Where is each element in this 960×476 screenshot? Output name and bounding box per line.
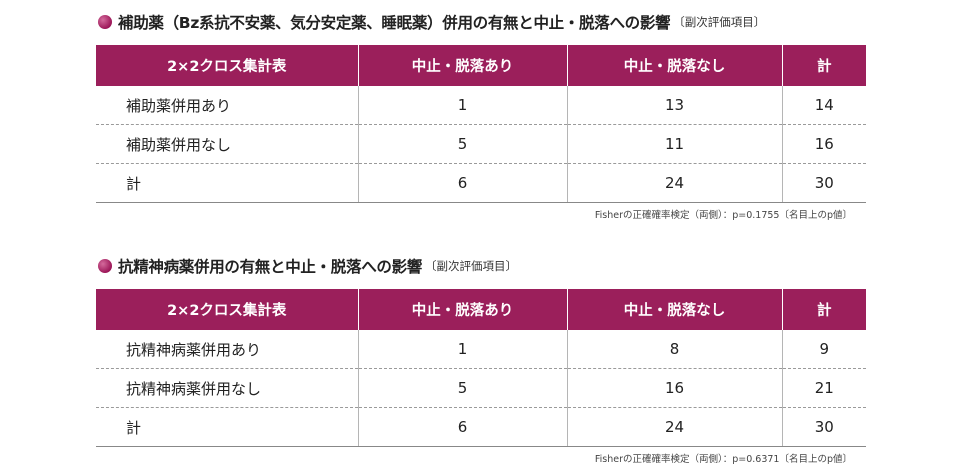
table-row: 抗精神病薬併用あり 1 8 9 [96,330,866,369]
row-label: 補助薬併用なし [96,124,358,164]
table-header-row: 2×2クロス集計表 中止・脱落あり 中止・脱落なし 計 [96,45,866,86]
section-heading: 抗精神病薬併用の有無と中止・脱落への影響 〔副次評価項目〕 [98,254,517,278]
row-label: 補助薬併用あり [126,96,232,115]
table-cell: 24 [566,407,782,447]
table-cell: 30 [781,163,866,203]
section-subtitle: 〔副次評価項目〕 [425,259,518,273]
table-header-row: 2×2クロス集計表 中止・脱落あり 中止・脱落なし 計 [96,289,866,330]
section-title: 抗精神病薬併用の有無と中止・脱落への影響 [118,258,423,276]
column-header: 計 [781,289,866,330]
bullet-dot-icon [98,15,112,29]
table-cell: 5 [357,124,567,164]
table-cell: 1 [357,86,567,125]
footnote: Fisherの正確確率検定（両側）：p=0.1755〔名目上のp値〕 [594,210,852,221]
table-row: 計 6 24 30 [96,407,866,447]
table-cell: 24 [566,163,782,203]
table-cell: 5 [357,368,567,408]
crosstab-table: 2×2クロス集計表 中止・脱落あり 中止・脱落なし 計 補助薬併用あり 1 13… [96,45,866,203]
table-cell: 11 [566,124,782,164]
table-cell: 21 [781,368,866,408]
crosstab-table: 2×2クロス集計表 中止・脱落あり 中止・脱落なし 計 抗精神病薬併用あり 1 … [96,289,866,447]
table-cell: 8 [566,330,782,369]
row-label: 計 [96,163,358,203]
table-row: 計 6 24 30 [96,163,866,203]
table-cell: 13 [566,86,782,125]
table-row: 抗精神病薬併用なし 5 16 21 [96,368,866,408]
table-cell: 1 [357,330,567,369]
table-cell: 14 [781,86,866,125]
column-header: 計 [781,45,866,86]
row-label: 抗精神病薬併用あり [126,340,262,359]
section-heading: 補助薬（Bz系抗不安薬、気分安定薬、睡眠薬）併用の有無と中止・脱落への影響 〔副… [98,10,765,34]
table-cell: 30 [781,407,866,447]
column-header: 中止・脱落なし [566,289,782,330]
table-cell: 9 [781,330,866,369]
column-header: 2×2クロス集計表 [96,45,358,86]
row-label: 計 [96,407,358,447]
table-row: 補助薬併用あり 1 13 14 [96,86,866,125]
column-header: 2×2クロス集計表 [96,289,358,330]
section-subtitle: 〔副次評価項目〕 [673,15,766,29]
section-title: 補助薬（Bz系抗不安薬、気分安定薬、睡眠薬）併用の有無と中止・脱落への影響 [118,14,671,32]
row-label: 抗精神病薬併用なし [96,368,358,408]
footnote: Fisherの正確確率検定（両側）：p=0.6371〔名目上のp値〕 [594,454,852,465]
table-cell: 6 [357,163,567,203]
bullet-dot-icon [98,259,112,273]
column-header: 中止・脱落あり [357,45,567,86]
column-header: 中止・脱落なし [566,45,782,86]
table-cell: 16 [566,368,782,408]
table-row: 補助薬併用なし 5 11 16 [96,124,866,164]
column-header: 中止・脱落あり [357,289,567,330]
table-cell: 16 [781,124,866,164]
table-cell: 6 [357,407,567,447]
